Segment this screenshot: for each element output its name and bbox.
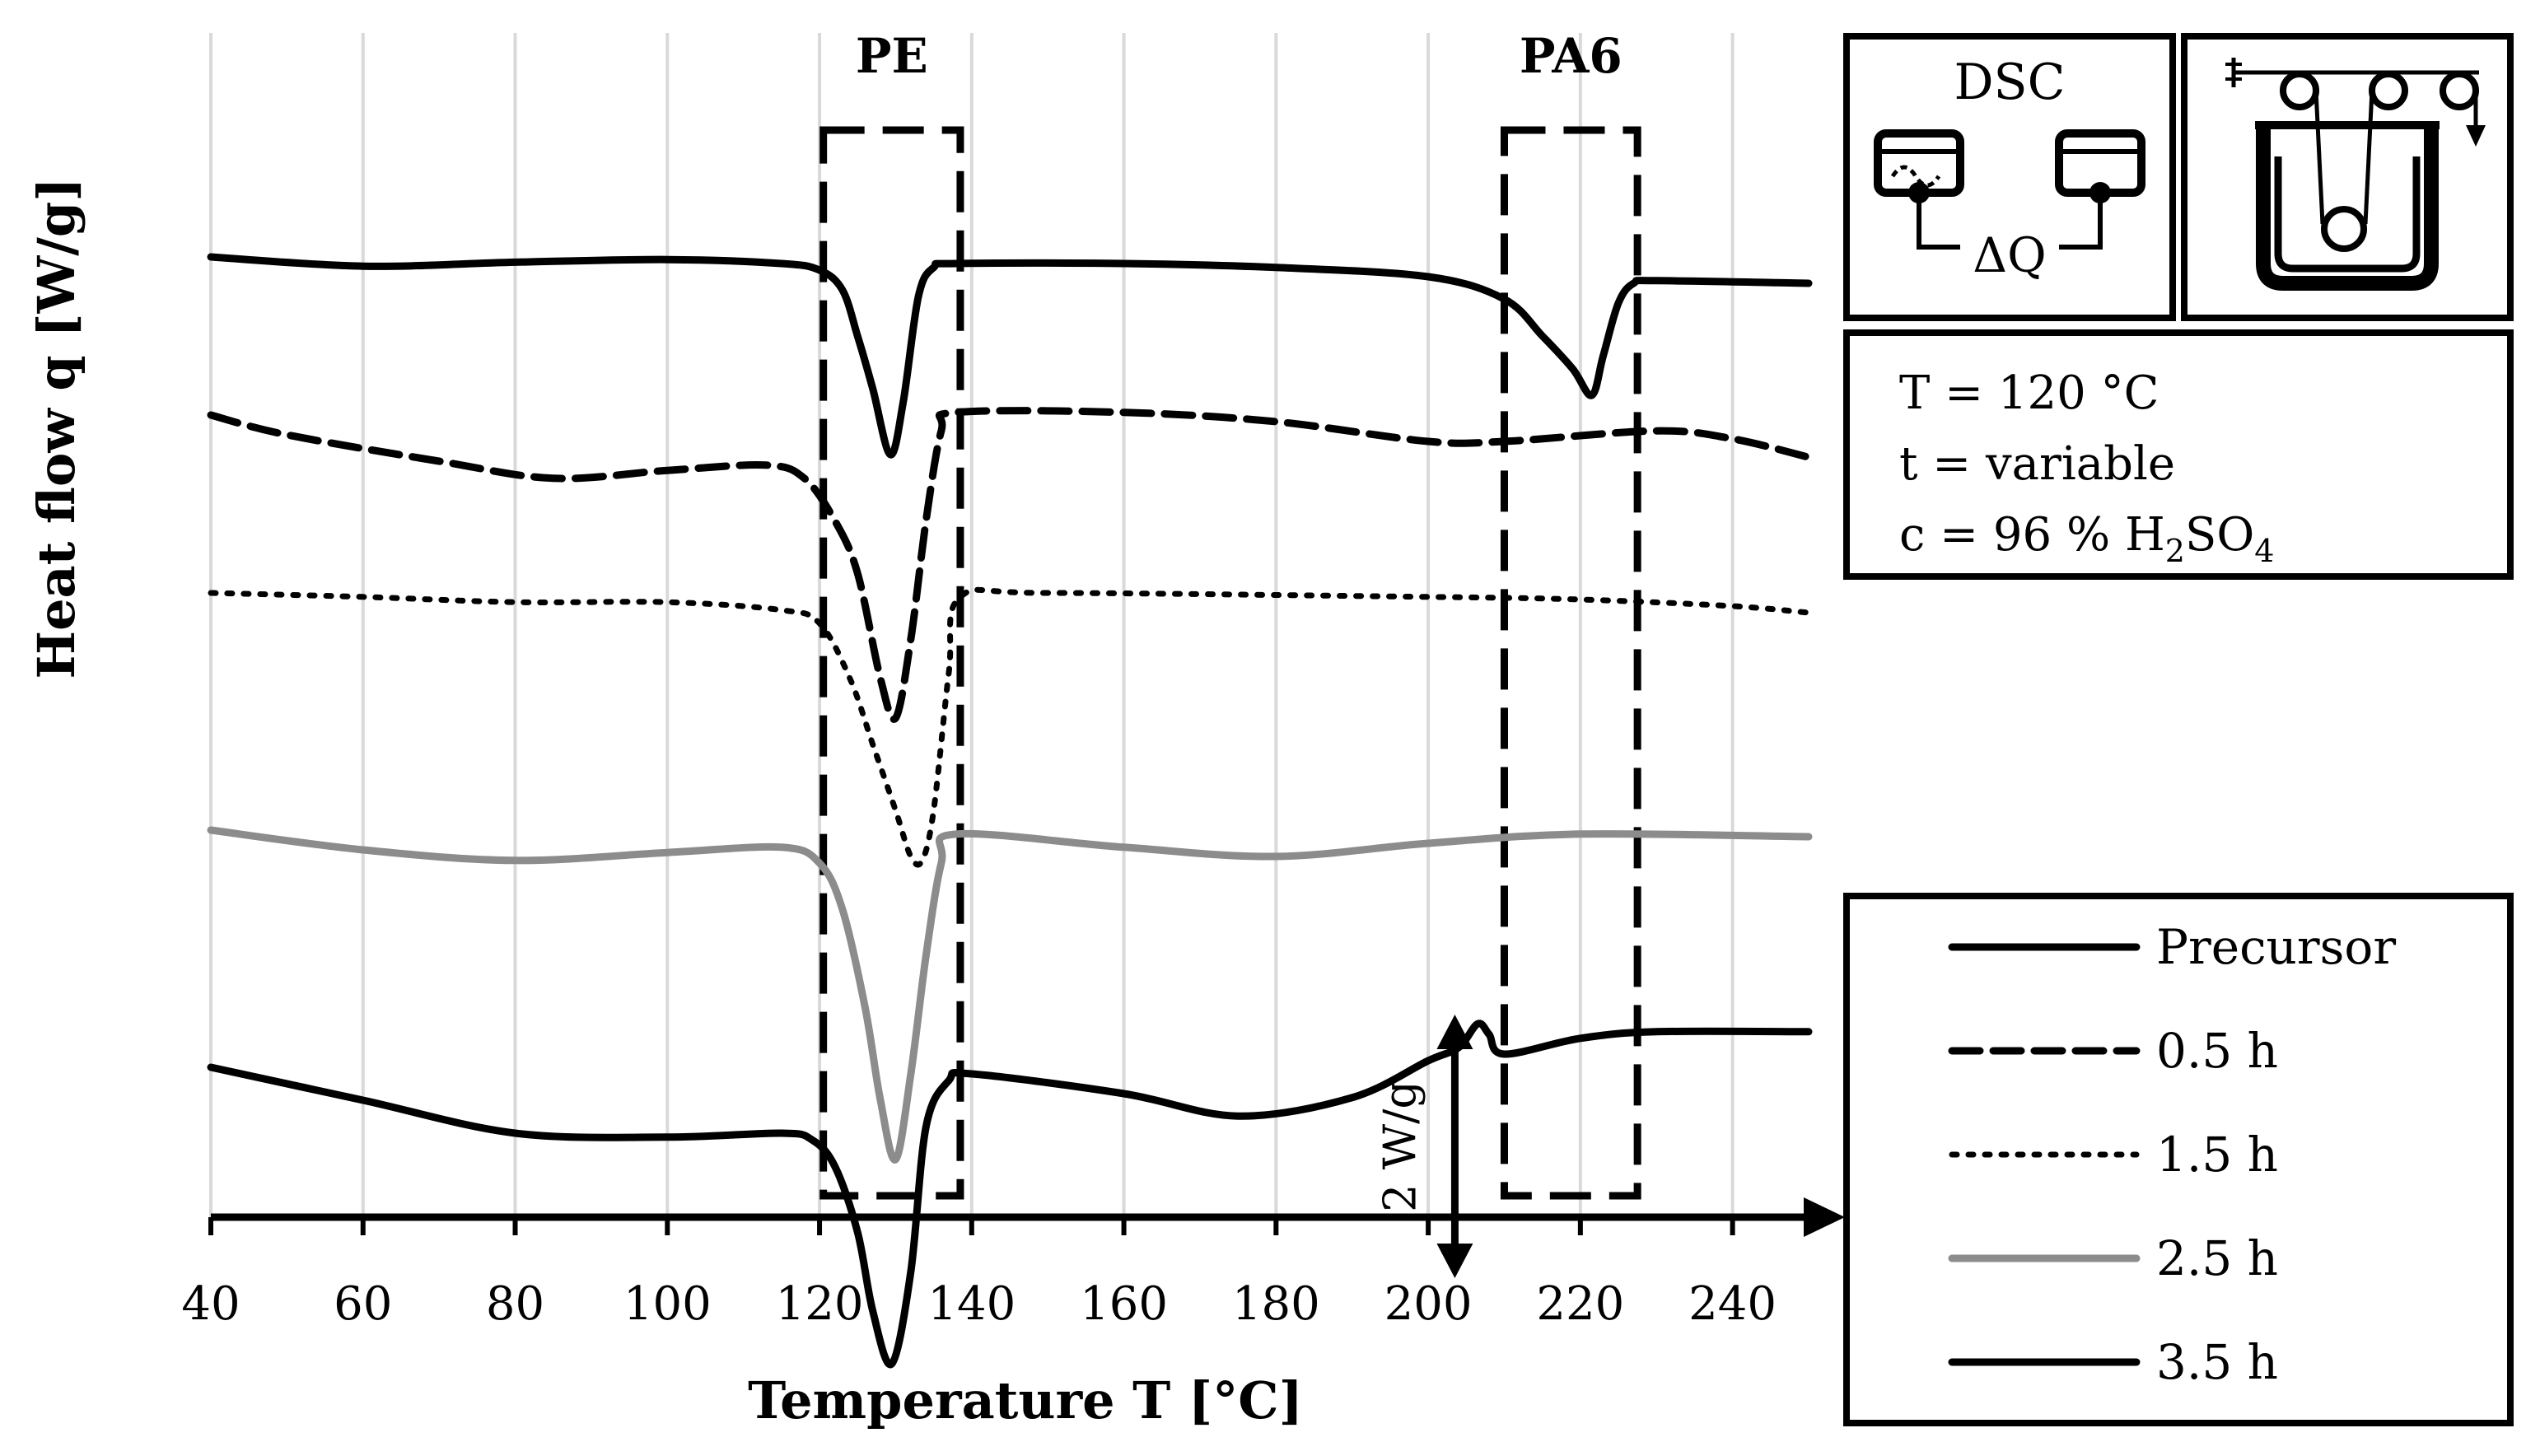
x-ticks: 40 60 80 100 120 140 160 180 200 220 240	[181, 1217, 1777, 1331]
condition-time: t = variable	[1899, 437, 2175, 491]
legend-label: 3.5 h	[2156, 1334, 2278, 1390]
x-tick-label: 120	[776, 1277, 864, 1331]
pa6-label: PA6	[1520, 28, 1623, 84]
pe-region-box	[819, 126, 964, 1200]
legend-label: 1.5 h	[2156, 1127, 2278, 1183]
pa6-region-box	[1500, 126, 1641, 1200]
legend-items: Precursor 0.5 h 1.5 h 2.5 h 3.5 h	[1948, 919, 2396, 1390]
x-axis-label: Temperature T [°C]	[748, 1370, 1303, 1430]
acid-bath-schematic	[2181, 33, 2514, 321]
condition-temperature: T = 120 °C	[1899, 366, 2159, 420]
x-tick-label: 140	[927, 1277, 1016, 1331]
condition-concentration: c = 96 % H2SO4	[1899, 508, 2274, 569]
x-tick-label: 160	[1080, 1277, 1168, 1331]
annotation-boxes: PE PA6	[819, 28, 1641, 1200]
series-line-1	[207, 407, 1813, 723]
x-tick-label: 80	[486, 1277, 544, 1331]
y-axis-label: Heat flow q [W/g]	[26, 177, 86, 679]
series-line-4	[207, 1020, 1813, 1369]
series-line-3	[207, 826, 1813, 1164]
x-tick-label: 220	[1536, 1277, 1624, 1331]
scale-bar-arrow-up-icon	[1436, 1015, 1473, 1049]
delta-q-label: ΔQ	[1973, 227, 2046, 283]
dsc-label: DSC	[1954, 54, 2065, 111]
series-line-0	[207, 253, 1813, 459]
x-axis: 40 60 80 100 120 140 160 180 200 220 240	[181, 1197, 1845, 1331]
sample-pan-icon	[1874, 129, 1964, 250]
scale-bar-arrow-down-icon	[1436, 1244, 1473, 1278]
x-tick-label: 240	[1688, 1277, 1777, 1331]
series-line-2	[208, 586, 1812, 868]
x-axis-arrow-icon	[1804, 1197, 1845, 1237]
legend: Precursor 0.5 h 1.5 h 2.5 h 3.5 h	[1843, 893, 2514, 1426]
scale-bar: 2 W/g	[1374, 1015, 1473, 1278]
x-tick-label: 200	[1384, 1277, 1473, 1331]
legend-label: 2.5 h	[2156, 1230, 2278, 1286]
legend-frame	[1843, 893, 2514, 1426]
legend-label: 0.5 h	[2156, 1023, 2278, 1079]
scale-bar-label: 2 W/g	[1374, 1080, 1426, 1212]
legend-label: Precursor	[2156, 919, 2396, 975]
pe-label: PE	[856, 28, 928, 84]
x-tick-label: 100	[623, 1277, 712, 1331]
x-tick-label: 60	[334, 1277, 392, 1331]
conditions-frame	[1843, 329, 2514, 580]
reference-pan-icon	[2055, 129, 2145, 250]
series-layer	[207, 253, 1813, 1369]
x-tick-label: 40	[181, 1277, 240, 1331]
dsc-schematic: DSC ΔQ	[1843, 33, 2176, 321]
conditions-box: T = 120 °C t = variable c = 96 % H2SO4	[1843, 329, 2514, 580]
acid-bath-icon	[2225, 58, 2486, 291]
x-tick-label: 180	[1232, 1277, 1320, 1331]
